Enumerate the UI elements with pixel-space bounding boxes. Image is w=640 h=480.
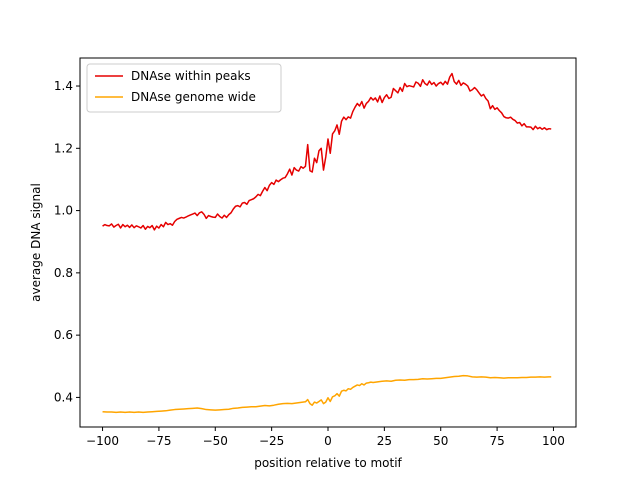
y-tick-label: 0.6 bbox=[54, 328, 73, 342]
series-line-genome bbox=[102, 374, 552, 414]
legend: DNAse within peaks DNAse genome wide bbox=[86, 63, 282, 113]
series-line-peaks bbox=[102, 72, 552, 231]
legend-frame bbox=[86, 63, 282, 113]
y-tick-label: 0.4 bbox=[54, 390, 73, 404]
x-tick-label: −75 bbox=[146, 434, 171, 448]
x-axis: −100 −75 −50 −25 0 25 50 75 100 bbox=[86, 427, 565, 448]
x-tick-label: 25 bbox=[377, 434, 392, 448]
x-tick-label: 0 bbox=[324, 434, 332, 448]
y-axis-label: average DNA signal bbox=[29, 183, 43, 302]
x-tick-label: −50 bbox=[203, 434, 228, 448]
legend-label-genome: DNAse genome wide bbox=[131, 90, 256, 104]
y-tick-label: 1.0 bbox=[54, 204, 73, 218]
x-tick-label: 75 bbox=[489, 434, 504, 448]
series-layer bbox=[102, 72, 552, 414]
x-tick-label: −100 bbox=[86, 434, 119, 448]
x-tick-label: 50 bbox=[433, 434, 448, 448]
x-axis-label: position relative to motif bbox=[254, 456, 402, 470]
legend-label-peaks: DNAse within peaks bbox=[131, 69, 251, 83]
x-tick-label: −25 bbox=[259, 434, 284, 448]
y-tick-label: 1.2 bbox=[54, 141, 73, 155]
y-axis: 0.4 0.6 0.8 1.0 1.2 1.4 bbox=[54, 79, 80, 404]
y-tick-label: 1.4 bbox=[54, 79, 73, 93]
y-tick-label: 0.8 bbox=[54, 266, 73, 280]
x-tick-label: 100 bbox=[542, 434, 565, 448]
